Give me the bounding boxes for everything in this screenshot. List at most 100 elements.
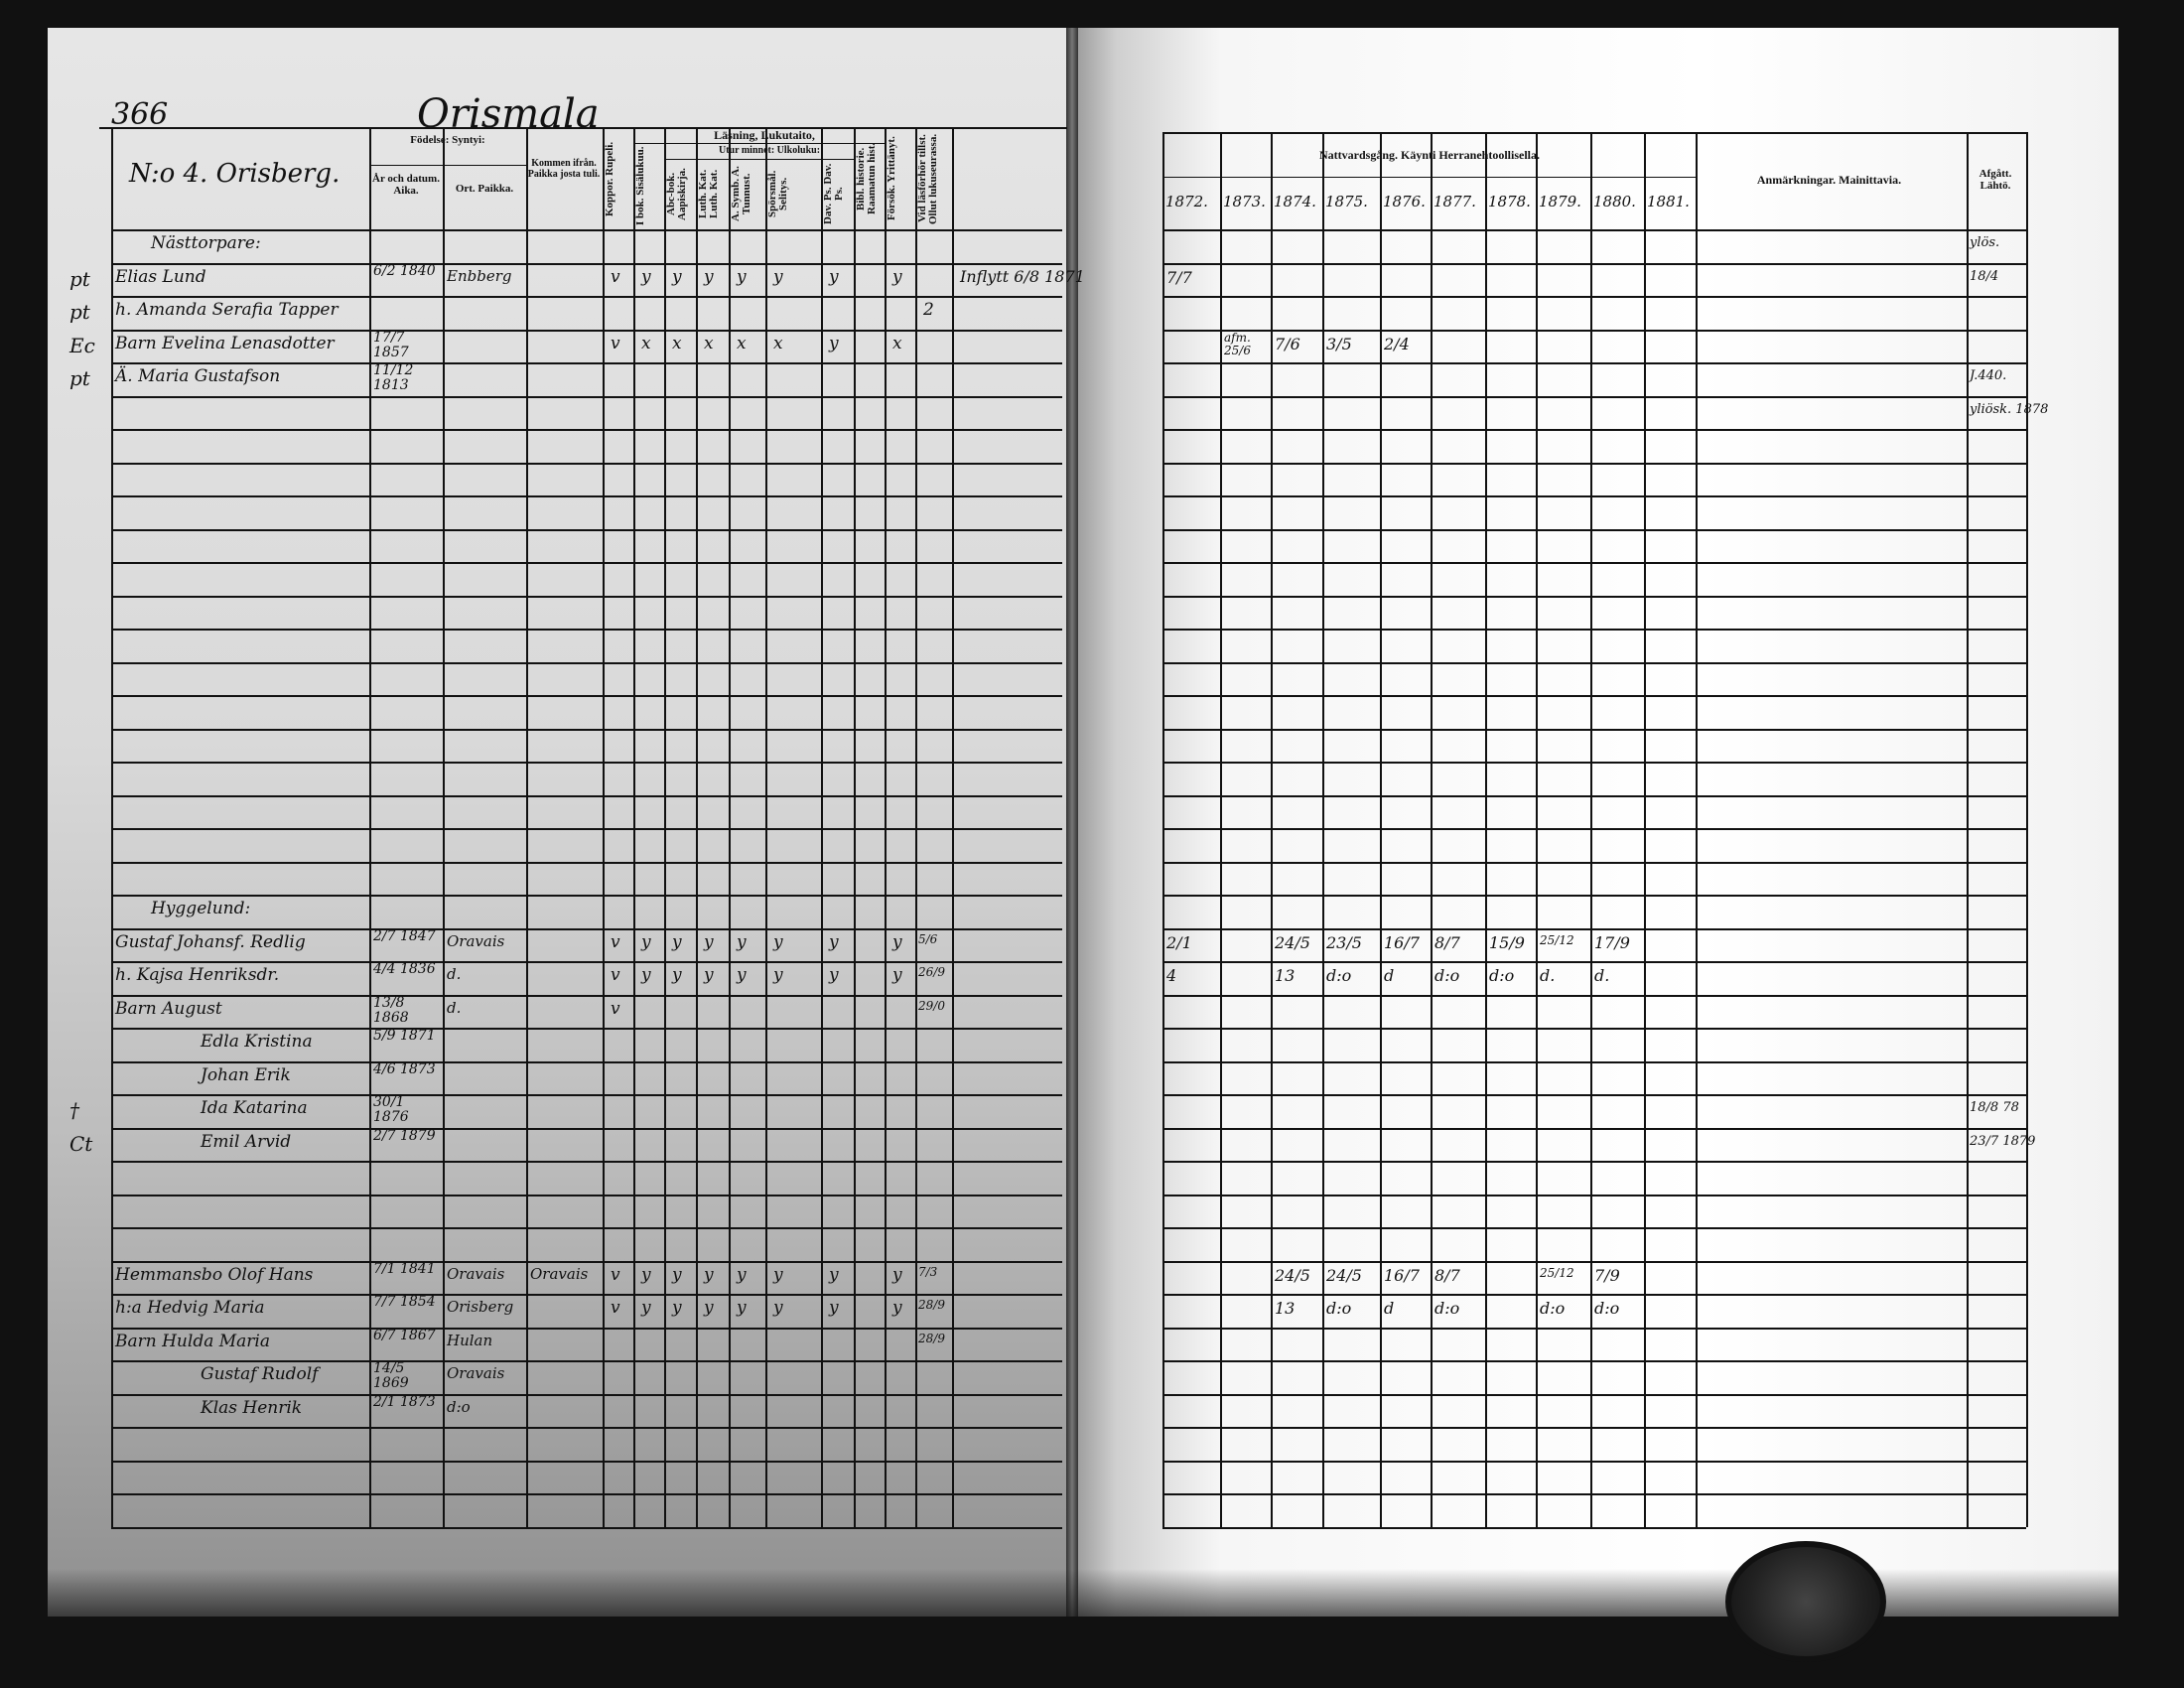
communion-date: 3/5: [1326, 334, 1352, 353]
reading-mark: y: [892, 1298, 902, 1318]
row-rule: [111, 895, 1062, 897]
year-column-header: 1873.: [1223, 193, 1266, 211]
reading-mark: x: [704, 333, 714, 353]
reading-mark: y: [641, 965, 651, 985]
communion-date: d:o: [1326, 966, 1352, 985]
person-name: Johan Erik: [201, 1064, 291, 1085]
reading-mark: x: [737, 333, 747, 353]
communion-date: 2/1: [1166, 932, 1192, 952]
row-rule: [1162, 895, 2026, 897]
row-rule: [111, 229, 1062, 231]
column-rule: [2026, 132, 2028, 1527]
row-rule: [111, 1094, 1062, 1096]
reading-column-header: Dav. Ps. Dav. Ps.: [822, 163, 845, 225]
person-name: Barn Evelina Lenasdotter: [115, 333, 335, 353]
departure-note: ylös.: [1970, 235, 2000, 250]
year-column-header: 1874.: [1274, 193, 1316, 211]
person-name: h:a Hedvig Maria: [115, 1298, 265, 1318]
row-rule: [111, 1327, 1062, 1330]
row-rule: [1162, 1393, 2026, 1396]
row-rule: [111, 1393, 1062, 1396]
row-rule: [1162, 229, 2026, 231]
column-rule: [765, 127, 767, 1527]
person-name: Hemmansbo Olof Hans: [115, 1264, 314, 1285]
reading-mark: y: [641, 1264, 651, 1285]
row-rule: [1162, 562, 2026, 564]
margin-note: Ec: [69, 333, 95, 357]
reading-mark: y: [892, 931, 902, 952]
row-rule: [111, 728, 1062, 731]
row-rule: [111, 1294, 1062, 1296]
row-rule: [1162, 695, 2026, 697]
reading-column-header: I bok. Sisälukuu.: [634, 146, 646, 226]
reading-mark: y: [737, 1298, 747, 1318]
communion-date: d.: [1540, 966, 1556, 985]
communion-date: afm. 25/6: [1224, 330, 1251, 357]
row-rule: [111, 1260, 1062, 1263]
row-rule: [111, 762, 1062, 764]
person-name: Emil Arvid: [201, 1131, 292, 1152]
column-rule: [729, 127, 731, 1527]
communion-date: d:o: [1489, 966, 1515, 985]
reading-mark: y: [672, 965, 682, 985]
row-rule: [1162, 994, 2026, 997]
reading-mark: v: [611, 333, 620, 353]
birth-date: 2/7 1847: [373, 927, 436, 944]
row-rule: [111, 1526, 1062, 1529]
header-communion: Nattvardsgång. Käynti Herranehtoollisell…: [1319, 148, 1540, 162]
departure-note: yliösk. 1878: [1970, 401, 2049, 417]
left-page: [48, 28, 1070, 1617]
reading-mark: y: [704, 1298, 714, 1318]
row-rule: [1162, 1360, 2026, 1362]
header-remarks: Anmärkningar. Mainittavia.: [1756, 173, 1902, 187]
row-rule: [111, 794, 1062, 797]
reading-mark: y: [704, 965, 714, 985]
row-rule: [1162, 861, 2026, 864]
row-rule: [1162, 495, 2026, 497]
birth-place: Enbberg: [447, 266, 512, 285]
birth-date: 6/2 1840: [373, 262, 436, 279]
row-rule: [1162, 661, 2026, 664]
row-rule: [111, 1161, 1062, 1163]
reading-mark: y: [641, 1298, 651, 1318]
row-rule: [111, 1227, 1062, 1229]
reading-mark: y: [704, 1264, 714, 1285]
row-rule: [1162, 462, 2026, 465]
year-column-header: 1876.: [1383, 193, 1426, 211]
header-sub-rule: [1162, 177, 1696, 178]
reading-mark: y: [641, 266, 651, 287]
communion-date: d.: [1594, 966, 1610, 985]
reading-column-header: A. Symb. A. Tunnust.: [730, 166, 752, 222]
row-rule: [111, 1427, 1062, 1429]
reading-column-header: Koppor. Rupeli.: [604, 141, 615, 216]
reading-mark: y: [829, 1298, 839, 1318]
row-rule: [1162, 629, 2026, 631]
reading-mark: y: [829, 965, 839, 985]
communion-date: 16/7: [1384, 1265, 1420, 1285]
row-rule: [1162, 528, 2026, 531]
header-year-date: År och datum. Aika.: [372, 173, 440, 197]
reading-mark: y: [829, 266, 839, 287]
person-name: Hyggelund:: [151, 899, 251, 918]
row-rule: [111, 329, 1062, 332]
right-page: [1074, 28, 2118, 1617]
reading-mark: y: [672, 1298, 682, 1318]
reading-mark: y: [737, 931, 747, 952]
book-gutter: [1066, 28, 1078, 1617]
came-from: Oravais: [530, 1264, 589, 1283]
reading-mark: y: [829, 1264, 839, 1285]
communion-date: 23/5: [1326, 932, 1362, 952]
person-name: h. Amanda Serafia Tapper: [115, 300, 339, 320]
reading-mark: 29/0: [918, 998, 945, 1013]
reading-mark: 5/6: [918, 931, 938, 946]
column-rule: [603, 127, 605, 1527]
row-rule: [1162, 262, 2026, 265]
row-rule: [111, 495, 1062, 497]
row-rule: [1162, 1161, 2026, 1163]
column-rule: [443, 127, 445, 1527]
row-rule: [111, 296, 1062, 298]
reading-mark: y: [773, 965, 783, 985]
entry-note: Inflytt 6/8 1871: [960, 266, 1085, 286]
reading-mark: 28/9: [918, 1331, 945, 1345]
